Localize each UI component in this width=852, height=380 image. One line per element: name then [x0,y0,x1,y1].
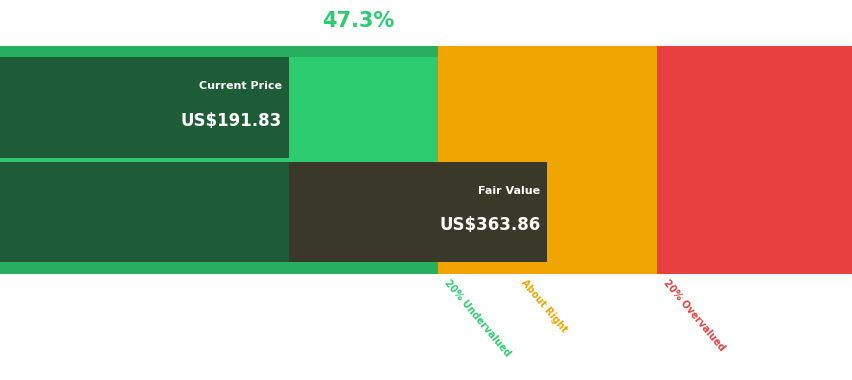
Text: Current Price: Current Price [199,81,281,92]
Bar [0,162,547,262]
Text: US$191.83: US$191.83 [181,112,281,130]
Text: 20% Undervalued: 20% Undervalued [441,277,511,358]
Text: US$363.86: US$363.86 [439,216,540,234]
Bar [656,46,852,274]
Bar [437,46,656,274]
Bar [0,262,437,274]
Bar [0,46,437,57]
Text: 47.3%: 47.3% [322,11,394,32]
Text: Fair Value: Fair Value [478,186,540,196]
Text: 20% Overvalued: 20% Overvalued [660,277,726,353]
Bar [0,46,437,274]
Bar [288,162,547,262]
Bar [0,57,288,158]
Text: About Right: About Right [518,277,568,334]
Text: Undervalued: Undervalued [318,61,398,71]
